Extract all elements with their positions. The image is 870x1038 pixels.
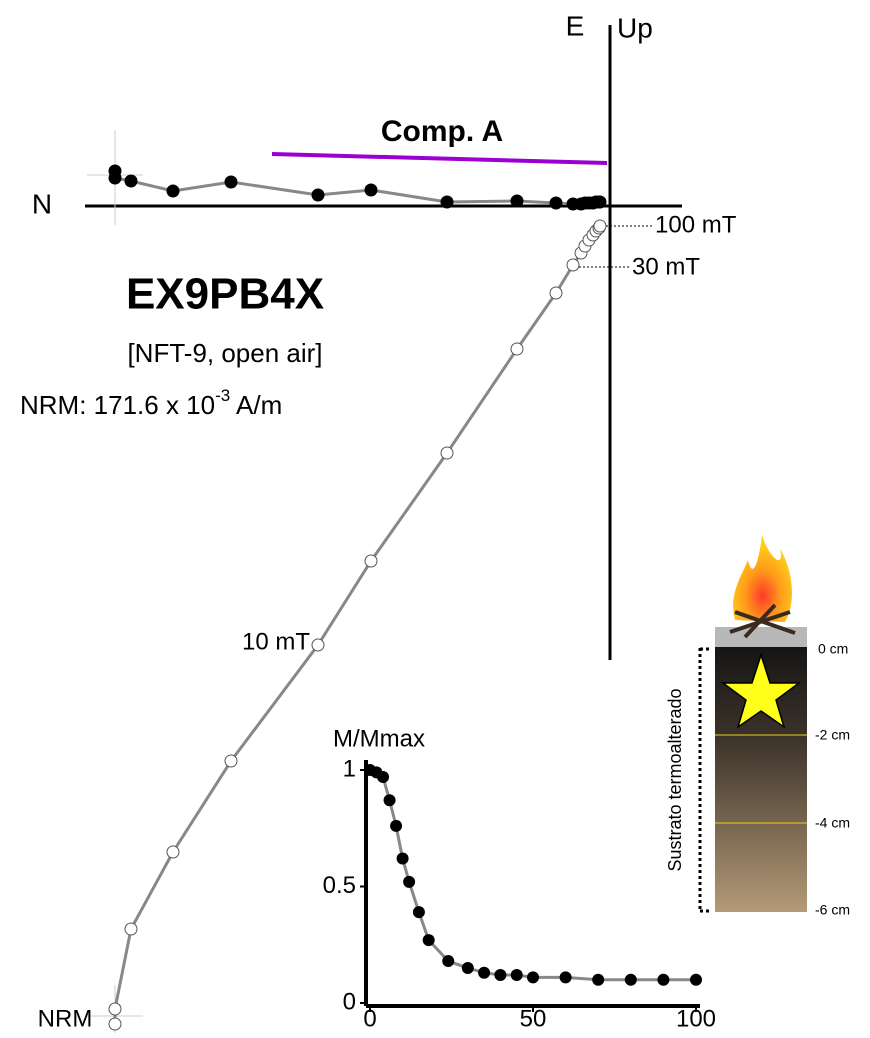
y-tick-label: 0 [343, 988, 356, 1015]
open-point [311, 638, 325, 652]
y-tick-label: 1 [343, 755, 356, 782]
point [461, 962, 474, 975]
zijderveld-plot: N E Up Comp. A 100 mT 30 mT 10 mT NRM [32, 10, 737, 1033]
axis-label: E [566, 10, 585, 41]
open-point [510, 342, 524, 356]
annotation: 10 mT [242, 628, 310, 655]
point [383, 794, 396, 807]
projection-line [113, 171, 600, 206]
y-axis-title: M/Mmax [333, 725, 425, 752]
profile-label: Sustrato termoalterado [665, 688, 685, 871]
nrm-exponent: -3 [215, 386, 230, 405]
specimen-site: [NFT-9, open air] [127, 338, 322, 368]
specimen-nrm: NRM: 171.6 x 10-3 A/m [20, 386, 282, 419]
x-tick-label: 50 [520, 1005, 547, 1032]
open-point [566, 258, 580, 272]
demag-plot: M/Mmax 0 0.5 1 0 50 100 [323, 725, 716, 1032]
point [657, 973, 670, 986]
point [390, 819, 403, 832]
soil-profile: Sustrato termoalterado 0 cm -2 cm -4 cm … [665, 535, 850, 918]
depth-label: 0 cm [818, 641, 848, 657]
curve [369, 768, 696, 982]
axis-label: Up [617, 12, 653, 43]
point [422, 934, 435, 947]
filled-point [224, 175, 238, 189]
x-tick-label: 100 [676, 1005, 716, 1032]
depth-label: -2 cm [815, 727, 850, 743]
filled-point [510, 194, 524, 208]
annotation: 100 mT [655, 211, 737, 238]
axis-label: N [32, 188, 52, 219]
point [624, 973, 637, 986]
point [527, 971, 539, 984]
open-point [166, 845, 180, 859]
point [559, 971, 572, 984]
open-point [224, 754, 238, 768]
point [494, 969, 507, 982]
point [442, 955, 455, 968]
point [592, 973, 605, 986]
fire [733, 535, 792, 622]
x-tick-label: 0 [363, 1005, 376, 1032]
annotation: 30 mT [632, 253, 700, 280]
filled-point [166, 184, 180, 198]
specimen-id: EX9PB4X [126, 270, 324, 319]
point [690, 973, 702, 986]
point [510, 969, 523, 982]
crosshair [87, 130, 143, 1033]
filled-point [549, 196, 563, 210]
open-point [440, 446, 454, 460]
open-point [549, 286, 563, 300]
depth-label: -6 cm [815, 902, 850, 918]
nrm-prefix: NRM: 171.6 x 10 [20, 390, 215, 420]
depth-label: -4 cm [815, 815, 850, 831]
y-tick-label: 0.5 [323, 872, 356, 899]
filled-point [593, 195, 607, 209]
nrm-unit: A/m [230, 390, 282, 420]
open-point [593, 219, 607, 233]
firewood [729, 603, 796, 639]
point [396, 852, 409, 865]
filled-point [124, 174, 138, 188]
filled-point [311, 188, 325, 202]
point [412, 906, 425, 919]
surface [715, 627, 807, 647]
point [377, 770, 390, 783]
component-label: Comp. A [381, 115, 503, 148]
point [403, 875, 416, 888]
filled-point [440, 195, 454, 209]
open-point [108, 1017, 122, 1031]
open-point [364, 554, 378, 568]
open-point [108, 1002, 122, 1016]
filled-point [108, 171, 122, 185]
filled-point [364, 183, 378, 197]
component-line [271, 152, 608, 165]
point [478, 966, 491, 979]
annotation: NRM [38, 1005, 93, 1032]
sample-star [720, 652, 802, 729]
open-point [124, 922, 138, 936]
